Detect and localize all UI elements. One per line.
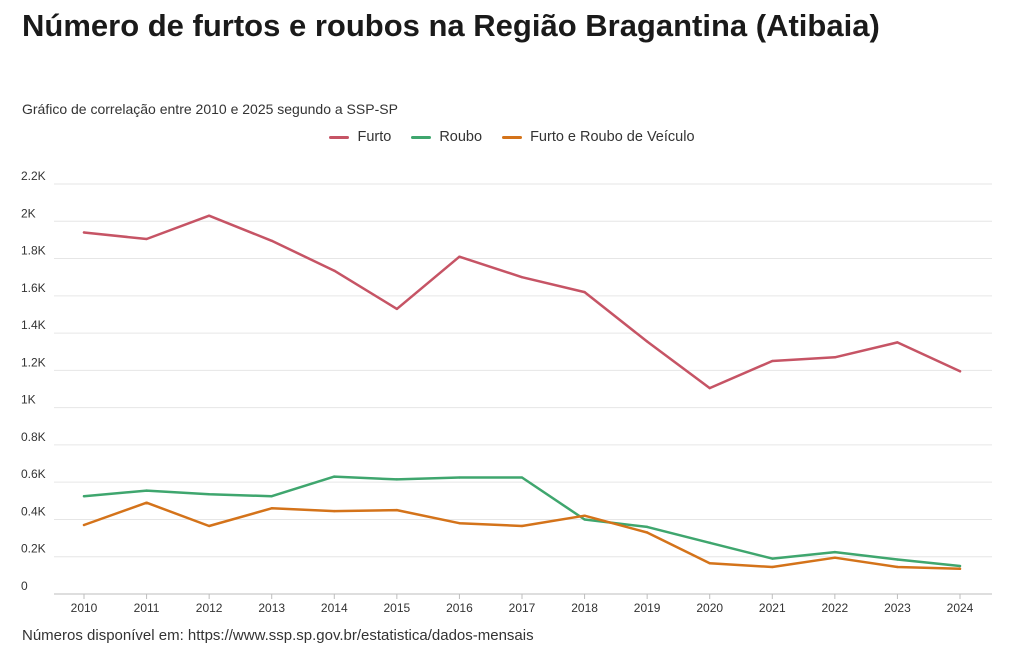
x-axis-tick-labels: 2010 2011 2012 2013 2014 2015 2016 2017 2018 2019… xyxy=(71,594,974,615)
x-tick-label: 2013 xyxy=(258,601,285,615)
data-point[interactable] xyxy=(333,509,336,513)
data-point[interactable] xyxy=(207,493,211,496)
legend-label-veiculo: Furto e Roubo de Veículo xyxy=(530,129,695,145)
series-line-furto[interactable] xyxy=(82,214,962,390)
y-axis-tick-labels: 0 0.2K 0.4K 0.6K 0.8K 1K 1.2K 1.4K 1.6K 1.8K 2K 2.2… xyxy=(21,169,46,593)
grid-lines xyxy=(54,183,992,595)
x-tick-label: 2024 xyxy=(947,601,974,615)
data-point[interactable] xyxy=(833,556,837,559)
x-tick-label: 2020 xyxy=(696,601,723,615)
data-point[interactable] xyxy=(645,525,649,529)
y-tick-label: 0.6K xyxy=(21,467,46,481)
data-point[interactable] xyxy=(458,521,461,525)
y-tick-label: 0 xyxy=(21,579,28,593)
y-tick-label: 1K xyxy=(21,393,36,407)
y-tick-label: 0.2K xyxy=(21,542,46,556)
x-tick-label: 2023 xyxy=(884,601,911,615)
data-point[interactable] xyxy=(958,564,962,568)
y-tick-label: 0.8K xyxy=(21,430,46,444)
x-tick-label: 2012 xyxy=(196,601,223,615)
data-point[interactable] xyxy=(82,523,86,527)
y-tick-label: 1.6K xyxy=(21,281,46,295)
legend-swatch-veiculo xyxy=(502,135,523,139)
data-point[interactable] xyxy=(896,565,899,569)
data-point[interactable] xyxy=(833,356,837,359)
data-point[interactable] xyxy=(708,562,711,565)
data-point[interactable] xyxy=(771,565,774,569)
y-tick-label: 0.4K xyxy=(21,504,46,518)
data-point[interactable] xyxy=(583,514,586,517)
x-tick-label: 2021 xyxy=(759,601,786,615)
data-point[interactable] xyxy=(645,340,649,343)
x-tick-label: 2011 xyxy=(134,601,160,615)
data-point[interactable] xyxy=(771,359,774,363)
legend-swatch-roubo xyxy=(411,135,432,139)
data-point[interactable] xyxy=(270,239,273,243)
data-point[interactable] xyxy=(520,524,524,528)
x-tick-label: 2015 xyxy=(384,601,411,615)
legend-item-roubo[interactable]: Roubo xyxy=(411,129,482,145)
legend-item-veiculo[interactable]: Furto e Roubo de Veículo xyxy=(502,129,695,145)
data-point[interactable] xyxy=(645,531,649,534)
y-tick-label: 1.8K xyxy=(21,244,46,258)
x-tick-label: 2014 xyxy=(321,601,348,615)
data-point[interactable] xyxy=(395,478,399,481)
series-lines xyxy=(82,214,962,571)
data-point[interactable] xyxy=(958,567,962,571)
source-note: Números disponível em: https://www.ssp.s… xyxy=(22,627,534,644)
chart-title: Número de furtos e roubos na Região Brag… xyxy=(22,8,880,43)
data-point[interactable] xyxy=(270,494,273,498)
legend-label-furto: Furto xyxy=(357,129,392,145)
data-point[interactable] xyxy=(708,386,711,390)
data-point[interactable] xyxy=(458,255,461,258)
chart-legend: Furto Roubo Furto e Roubo de Veículo xyxy=(0,129,1024,145)
data-point[interactable] xyxy=(333,475,336,478)
data-point[interactable] xyxy=(395,508,399,512)
data-point[interactable] xyxy=(270,507,273,510)
data-point[interactable] xyxy=(395,307,399,311)
x-tick-label: 2010 xyxy=(71,601,98,615)
y-tick-label: 2K xyxy=(21,206,36,220)
legend-label-roubo: Roubo xyxy=(439,129,483,145)
legend-item-furto[interactable]: Furto xyxy=(329,129,391,145)
x-tick-label: 2022 xyxy=(822,601,849,615)
data-point[interactable] xyxy=(583,518,586,521)
data-point[interactable] xyxy=(896,558,899,561)
data-point[interactable] xyxy=(958,370,962,373)
y-tick-label: 1.2K xyxy=(21,355,46,369)
data-point[interactable] xyxy=(520,476,524,479)
data-point[interactable] xyxy=(145,489,148,492)
data-point[interactable] xyxy=(833,550,837,554)
data-point[interactable] xyxy=(145,237,148,241)
data-point[interactable] xyxy=(145,501,148,504)
data-point[interactable] xyxy=(207,524,211,528)
chart-subtitle: Gráfico de correlação entre 2010 e 2025 … xyxy=(22,101,398,117)
data-point[interactable] xyxy=(708,541,711,544)
series-line-roubo[interactable] xyxy=(82,475,962,568)
data-point[interactable] xyxy=(458,476,461,479)
x-tick-label: 2019 xyxy=(634,601,661,615)
data-point[interactable] xyxy=(207,214,211,217)
data-point[interactable] xyxy=(520,275,524,279)
legend-swatch-furto xyxy=(329,135,350,139)
data-point[interactable] xyxy=(771,557,774,560)
data-point[interactable] xyxy=(82,494,86,498)
x-tick-label: 2017 xyxy=(509,601,536,615)
x-tick-label: 2018 xyxy=(571,601,598,615)
data-point[interactable] xyxy=(333,269,336,272)
data-point[interactable] xyxy=(896,341,899,344)
y-tick-label: 1.4K xyxy=(21,318,46,332)
data-point[interactable] xyxy=(583,290,586,294)
x-tick-label: 2016 xyxy=(446,601,473,615)
series-line-furto-e-roubo-de-ve-culo[interactable] xyxy=(82,501,962,571)
y-tick-label: 2.2K xyxy=(21,169,46,183)
data-point[interactable] xyxy=(82,231,86,234)
